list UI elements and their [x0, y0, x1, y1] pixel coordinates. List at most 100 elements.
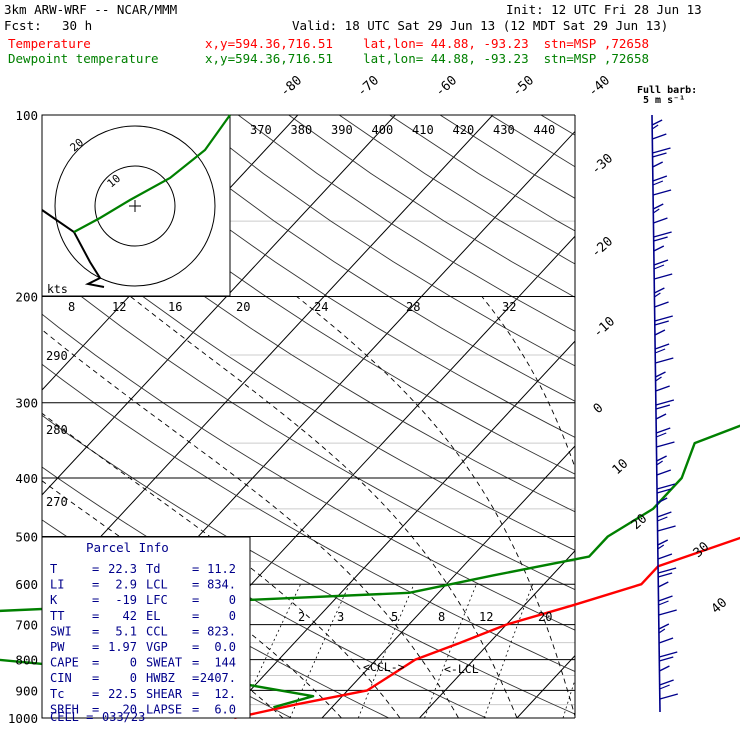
parcel-param-label: PW	[50, 640, 65, 654]
isotherm-line	[516, 654, 575, 718]
wind-barb	[654, 320, 669, 326]
wind-barb	[657, 539, 669, 546]
parcel-param-label: SHEAR	[146, 687, 183, 701]
dry-adiabat	[42, 264, 575, 591]
dry-adiabat	[86, 115, 575, 438]
wind-barb	[653, 231, 672, 238]
parcel-param-value: 823.	[207, 624, 236, 638]
wind-barb	[653, 245, 665, 252]
parcel-param-value: 2.9	[115, 578, 137, 592]
wind-barb	[653, 264, 665, 270]
ccl-annotation: <CCL->	[363, 660, 405, 674]
parcel-equals: =	[92, 624, 99, 638]
wind-barb	[654, 301, 669, 308]
parcel-param-label: CAPE	[50, 656, 79, 670]
hodograph-speed-label: 24	[314, 300, 328, 314]
dry-adiabat	[42, 167, 575, 513]
parcel-param-value: 20	[123, 702, 137, 716]
isotherm-label: -10	[591, 314, 618, 341]
dry-adiabat	[42, 363, 575, 673]
mixing-ratio-label: 8	[438, 610, 445, 624]
wind-barb	[657, 511, 672, 518]
parcel-param-label: SREH	[50, 702, 79, 716]
wind-barb	[657, 525, 676, 532]
dry-adiabat	[137, 115, 575, 402]
parcel-param-label: SWI	[50, 624, 72, 638]
wind-barb	[652, 161, 664, 168]
isotherm-line	[42, 115, 494, 601]
wind-barb	[652, 180, 664, 186]
parcel-param-value: 0	[229, 609, 236, 623]
parcel-param-value: 0	[229, 593, 236, 607]
theta-label: 390	[331, 123, 353, 137]
isotherm-label: -20	[589, 234, 616, 261]
pressure-label: 400	[15, 471, 38, 486]
wind-barb	[654, 273, 673, 280]
isotherm-label: 0	[591, 401, 607, 417]
header: 3km ARW-WRF -- NCAR/MMM Init: 12 UTC Fri…	[0, 0, 740, 70]
isotherm-line	[419, 550, 575, 718]
parcel-param-value: 22.3	[108, 562, 137, 576]
parcel-equals: =	[192, 624, 199, 638]
isotherm-label: 20	[629, 511, 651, 533]
parcel-param-value: 12.	[214, 687, 236, 701]
wind-barb	[656, 441, 675, 448]
mixing-ratio-line	[562, 678, 575, 718]
wind-barb	[652, 152, 667, 158]
parcel-param-label: LCL	[146, 578, 168, 592]
pressure-label: 600	[15, 577, 38, 592]
parcel-param-label: LAPSE	[146, 702, 182, 716]
isotherm-label: -70	[355, 73, 382, 100]
hodograph-speed-label: 28	[406, 300, 420, 314]
wind-barb	[652, 133, 667, 140]
pressure-label: 800	[15, 653, 38, 668]
parcel-param-value: 6.0	[214, 702, 236, 716]
wind-barb	[658, 628, 666, 634]
wind-barb	[655, 371, 666, 378]
wind-barb	[659, 656, 674, 662]
wind-barb	[657, 516, 668, 522]
hodograph-ring-inner	[94, 165, 176, 247]
parcel-param-value: -19	[115, 593, 137, 607]
wind-barb	[653, 259, 669, 266]
isotherm-line	[321, 445, 575, 718]
parcel-param-label: EL	[146, 609, 160, 623]
parcel-param-value: 11.2	[207, 562, 236, 576]
wind-barb	[656, 455, 667, 462]
model-title: 3km ARW-WRF -- NCAR/MMM	[4, 2, 178, 17]
dry-adiabat	[338, 115, 575, 265]
dry-adiabat	[490, 115, 575, 168]
parcel-equals: =	[192, 687, 199, 701]
wind-barb	[654, 343, 670, 350]
hodograph-units: kts	[47, 282, 68, 296]
wind-barb	[656, 460, 663, 466]
cell-value: 033/23	[102, 710, 145, 724]
parcel-param-value: 0	[130, 671, 137, 685]
pressure-label: 1000	[8, 711, 38, 726]
dry-adiabat	[389, 115, 575, 232]
mixing-ratio-label: 12	[479, 610, 493, 624]
wind-barb	[655, 357, 674, 364]
isotherm-line	[224, 340, 575, 718]
wind-barb	[655, 376, 662, 382]
mixing-ratio-label: 2	[298, 610, 305, 624]
wind-barb	[656, 483, 676, 490]
pressure-label: 900	[15, 683, 38, 698]
temperature-profile	[234, 536, 740, 720]
isotherm-label: -50	[510, 73, 537, 100]
hodograph-trace-upper	[73, 114, 231, 233]
isotherm-label: -60	[433, 73, 460, 100]
theta-label: 400	[372, 123, 394, 137]
frame-diag	[574, 537, 575, 538]
parcel-param-value: 1.97	[108, 640, 137, 654]
wind-barb	[658, 637, 674, 644]
wind-barb	[654, 348, 666, 354]
legend-temperature-name: Temperature	[8, 36, 91, 51]
wind-barb	[659, 693, 679, 700]
dry-adiabat	[439, 115, 575, 199]
parcel-info-title: Parcel Info	[86, 540, 169, 555]
wind-barb	[655, 404, 671, 410]
wind-barb	[656, 497, 668, 504]
parcel-equals: =	[92, 671, 99, 685]
wind-barb	[652, 189, 672, 196]
